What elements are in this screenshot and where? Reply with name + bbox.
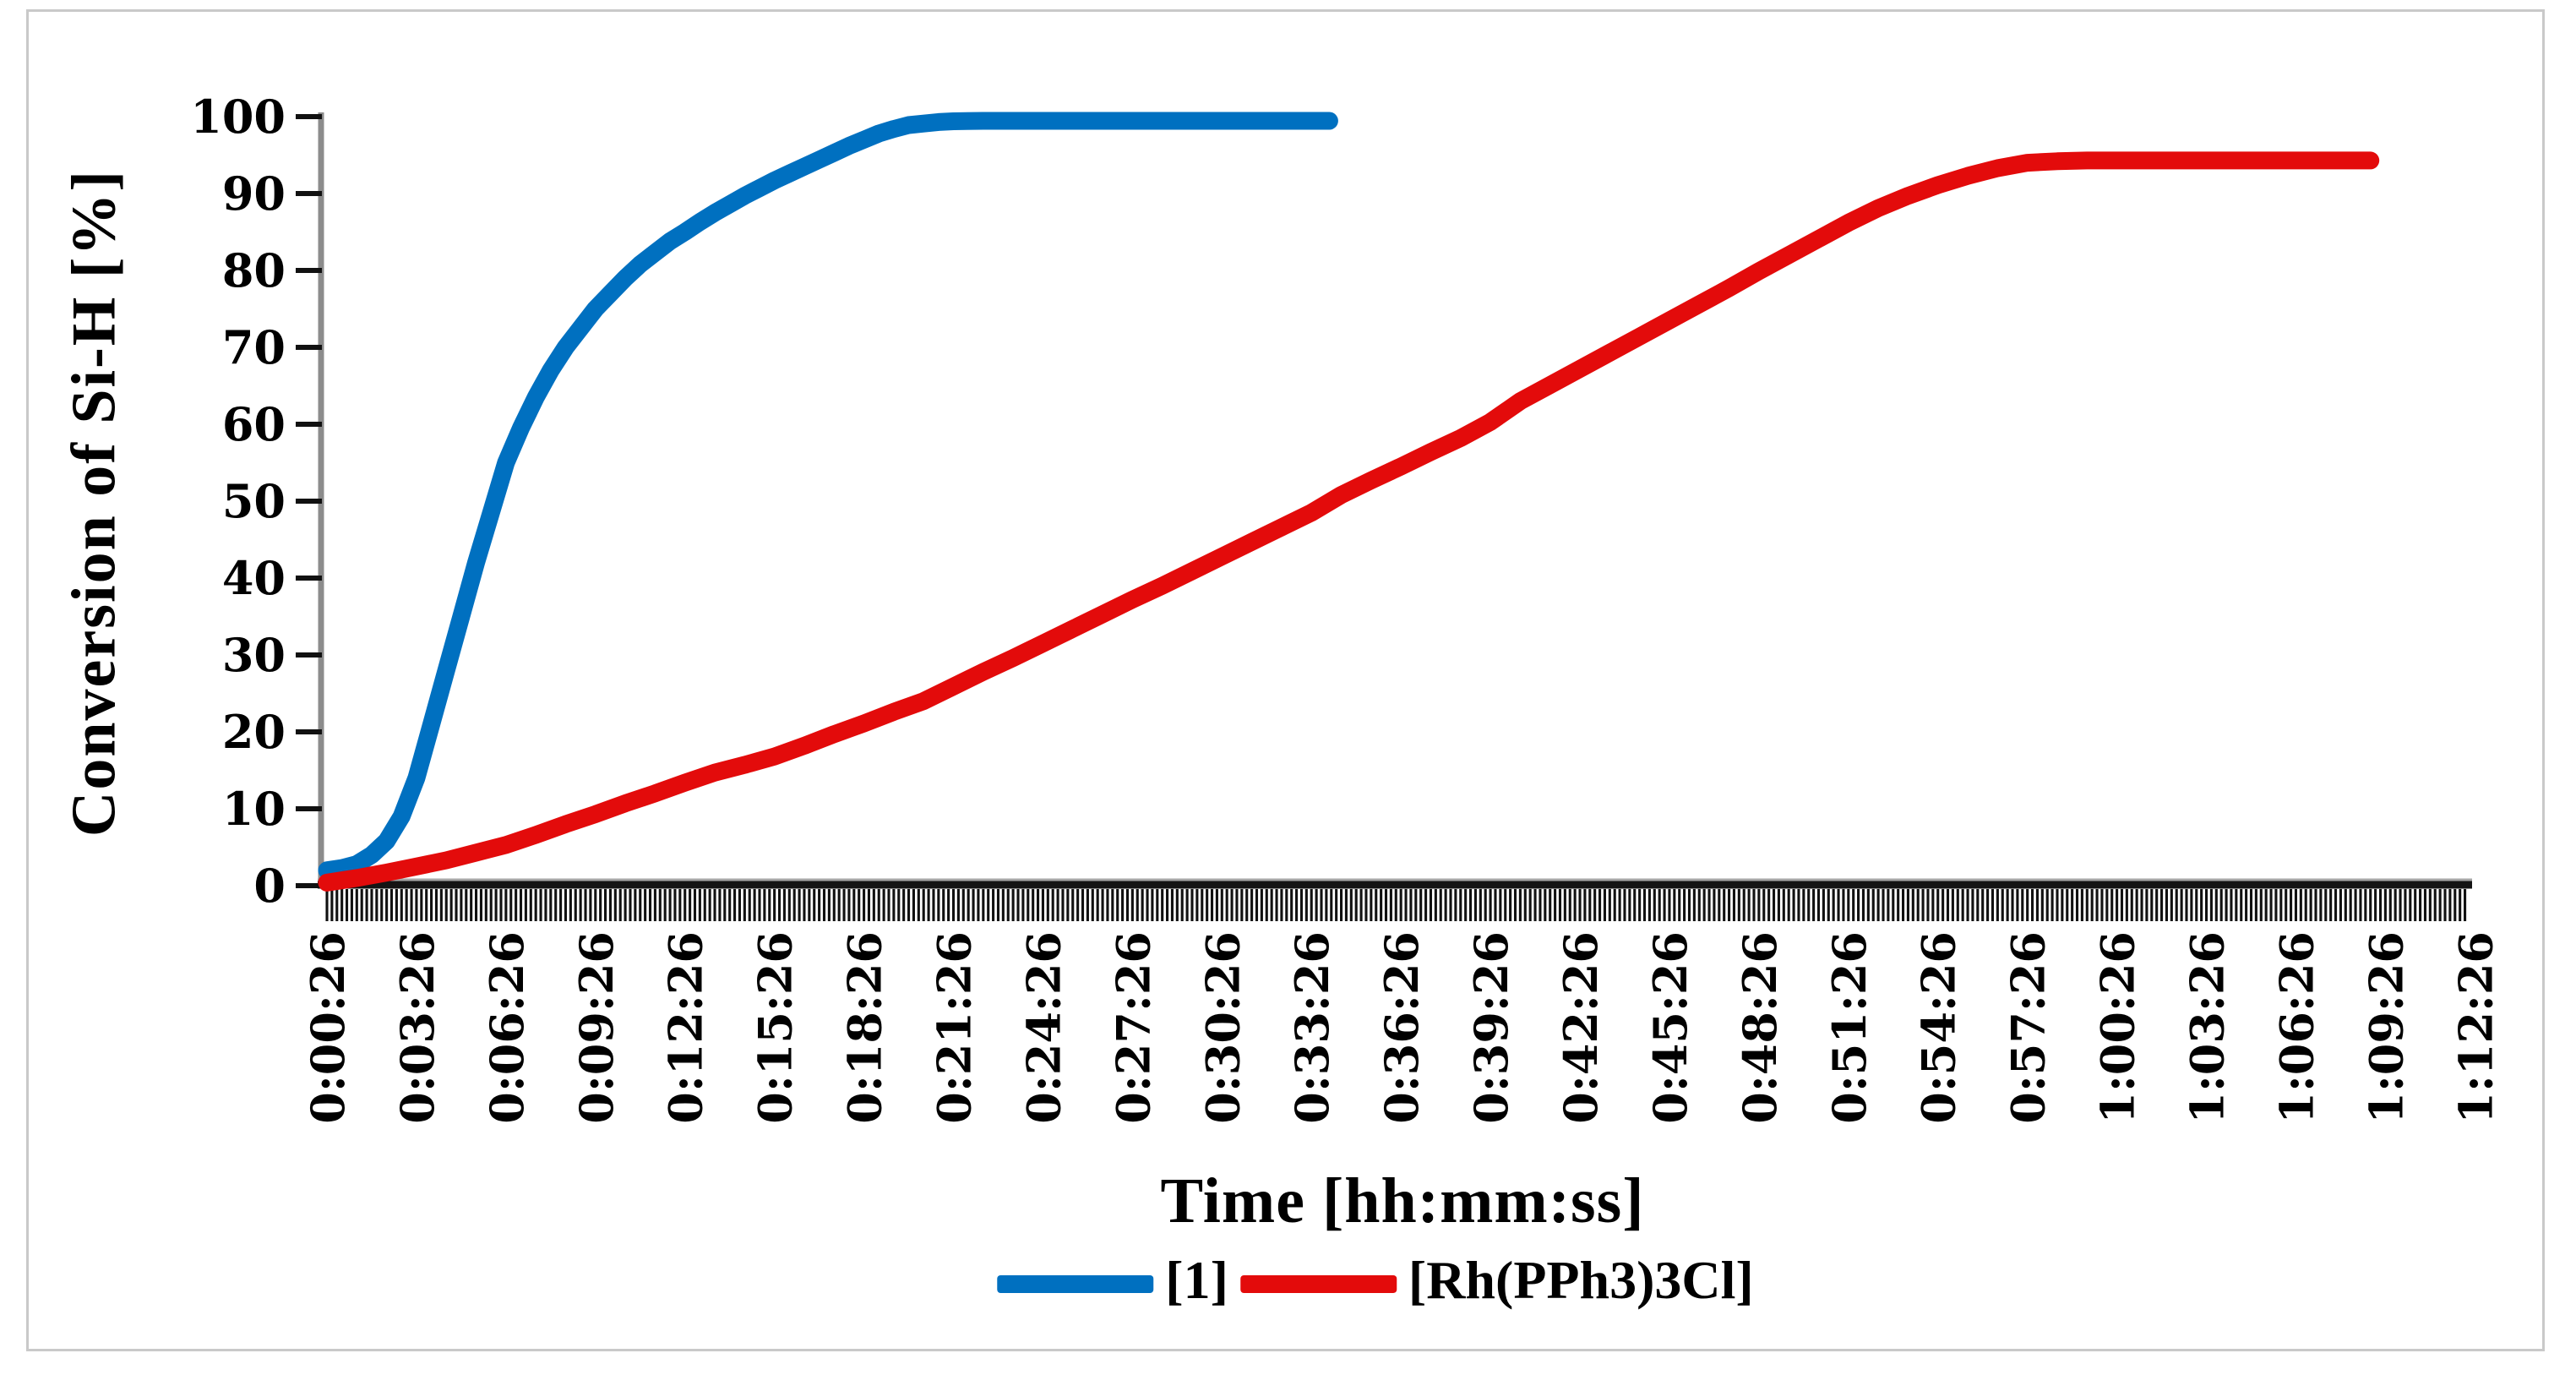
x-tick-label: 1:12:26 — [2448, 931, 2502, 1124]
legend-label-series-1: [1] — [1165, 1250, 1228, 1310]
x-tick-label: 0:45:26 — [1643, 931, 1697, 1124]
y-tick-label: 90 — [222, 166, 286, 221]
y-tick-label: 80 — [222, 243, 286, 297]
x-tick-label: 0:33:26 — [1285, 931, 1339, 1124]
x-tick-label: 0:54:26 — [1912, 931, 1966, 1124]
y-tick-label: 70 — [222, 320, 286, 374]
y-tick-label: 40 — [222, 551, 286, 605]
legend-swatch-series-2 — [1239, 1274, 1397, 1293]
legend: [1] [Rh(PPh3)3Cl] — [997, 1253, 1754, 1311]
x-tick-label: 0:18:26 — [838, 931, 892, 1124]
x-tick-label: 0:27:26 — [1106, 931, 1160, 1124]
x-tick-label: 0:42:26 — [1554, 931, 1608, 1124]
x-tick-label: 0:00:26 — [301, 931, 355, 1124]
figure-border — [26, 9, 2545, 1351]
y-tick-label: 50 — [222, 474, 286, 528]
x-axis-title: Time [hh:mm:ss] — [1160, 1165, 1645, 1236]
y-axis-title: Conversion of Si-H [%] — [59, 168, 129, 838]
y-tick-label: 0 — [253, 859, 286, 913]
x-tick-label: 0:48:26 — [1733, 931, 1787, 1124]
x-tick-label: 0:24:26 — [1016, 931, 1070, 1124]
x-tick-label: 1:00:26 — [2091, 931, 2145, 1124]
x-tick-label: 0:39:26 — [1464, 931, 1518, 1124]
x-tick-label: 0:06:26 — [480, 931, 534, 1124]
y-tick-label: 30 — [222, 628, 286, 682]
x-tick-label: 0:12:26 — [659, 931, 713, 1124]
x-tick-label: 1:06:26 — [2269, 931, 2323, 1124]
x-tick-label: 0:57:26 — [2001, 931, 2056, 1124]
y-tick-label: 20 — [222, 705, 286, 759]
x-tick-label: 0:30:26 — [1195, 931, 1250, 1124]
x-tick-label: 1:03:26 — [2181, 931, 2235, 1124]
x-tick-label: 0:21:26 — [928, 931, 982, 1124]
legend-swatch-series-1 — [997, 1274, 1154, 1293]
y-tick-label: 100 — [190, 90, 286, 144]
y-tick-label: 60 — [222, 397, 286, 451]
series-line-2 — [318, 151, 2380, 892]
x-tick-label: 0:15:26 — [749, 931, 803, 1124]
x-tick-label: 0:03:26 — [390, 931, 444, 1124]
legend-label-series-2: [Rh(PPh3)3Cl] — [1408, 1250, 1754, 1310]
series-line-1 — [318, 112, 1338, 880]
x-tick-label: 0:09:26 — [569, 931, 624, 1124]
x-tick-label: 0:36:26 — [1375, 931, 1429, 1124]
x-tick-label: 1:09:26 — [2359, 931, 2413, 1124]
x-tick-label: 0:51:26 — [1822, 931, 1876, 1124]
y-tick-label: 10 — [222, 782, 286, 836]
